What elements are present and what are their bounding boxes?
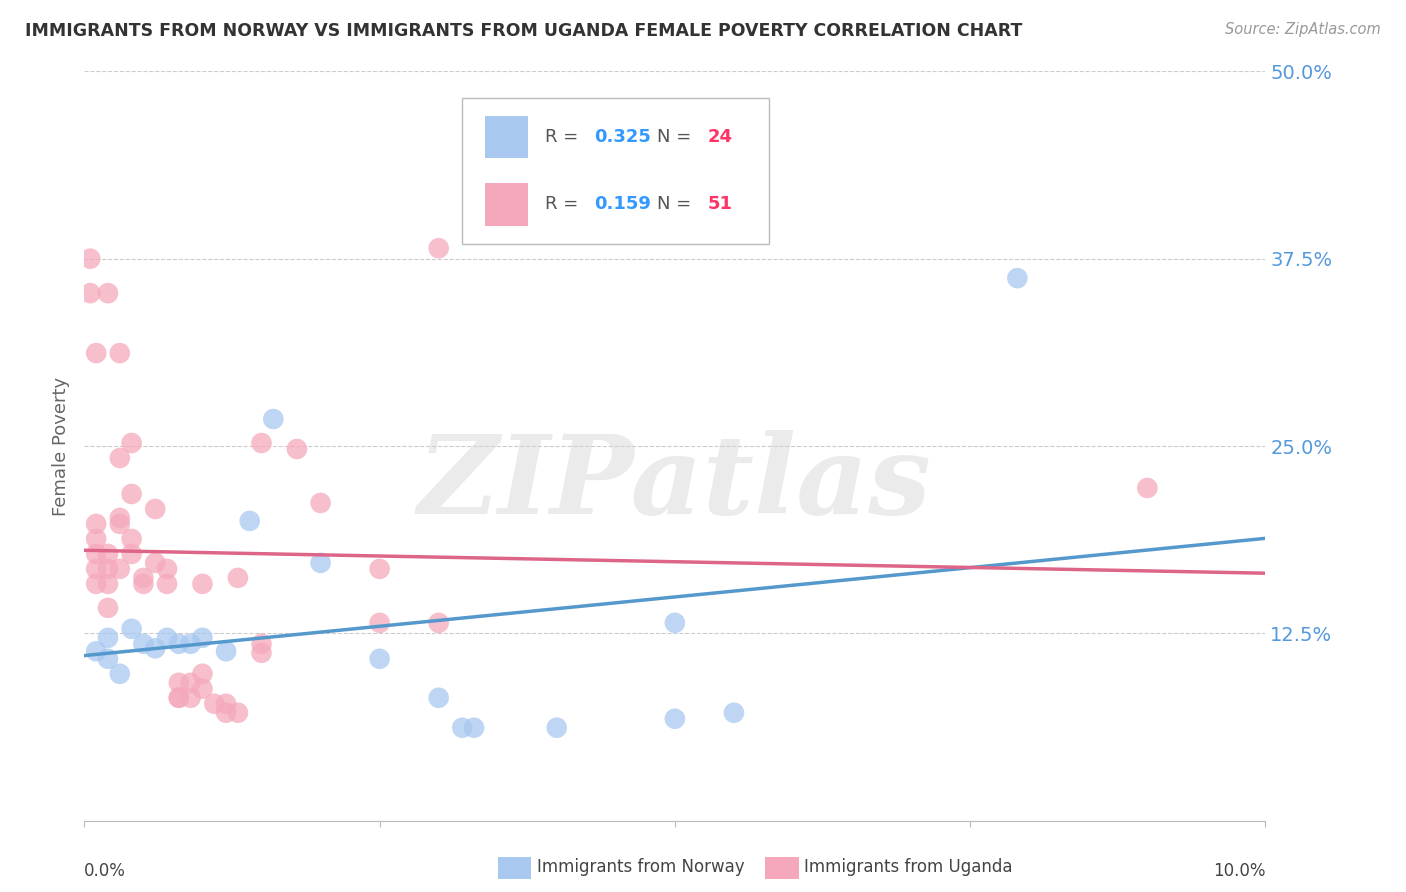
Point	[250, 436, 273, 450]
Point	[108, 562, 131, 576]
Text: 10.0%: 10.0%	[1213, 862, 1265, 880]
Point	[285, 442, 308, 456]
Point	[309, 556, 332, 570]
Y-axis label: Female Poverty: Female Poverty	[52, 376, 70, 516]
Point	[368, 562, 391, 576]
Point	[143, 641, 166, 656]
Point	[121, 622, 143, 636]
Point	[84, 562, 107, 576]
Point	[97, 600, 120, 615]
Point	[97, 577, 120, 591]
Point	[202, 697, 225, 711]
Point	[664, 712, 686, 726]
Point	[121, 436, 143, 450]
Text: Immigrants from Uganda: Immigrants from Uganda	[804, 858, 1012, 876]
Point	[84, 644, 107, 658]
Point	[156, 562, 179, 576]
Point	[108, 346, 131, 360]
Point	[156, 631, 179, 645]
Point	[250, 637, 273, 651]
Point	[215, 644, 238, 658]
Text: N =: N =	[657, 128, 697, 146]
Point	[97, 547, 120, 561]
Point	[215, 697, 238, 711]
Text: N =: N =	[657, 195, 697, 213]
Point	[215, 706, 238, 720]
Point	[368, 615, 391, 630]
Point	[180, 675, 202, 690]
Point	[84, 577, 107, 591]
Point	[108, 666, 131, 681]
Point	[368, 652, 391, 666]
Point	[167, 675, 190, 690]
Point	[156, 577, 179, 591]
Text: 0.0%: 0.0%	[84, 862, 127, 880]
Text: 51: 51	[709, 195, 733, 213]
Point	[191, 631, 214, 645]
Point	[250, 646, 273, 660]
Point	[79, 286, 101, 301]
Point	[451, 721, 474, 735]
Point	[239, 514, 262, 528]
Point	[1136, 481, 1159, 495]
Text: Immigrants from Norway: Immigrants from Norway	[537, 858, 745, 876]
Point	[97, 286, 120, 301]
Text: 0.159: 0.159	[595, 195, 651, 213]
Point	[191, 681, 214, 696]
Text: Source: ZipAtlas.com: Source: ZipAtlas.com	[1225, 22, 1381, 37]
Point	[143, 556, 166, 570]
Point	[167, 690, 190, 705]
Text: ZIPatlas: ZIPatlas	[418, 430, 932, 537]
Text: 24: 24	[709, 128, 733, 146]
Point	[143, 502, 166, 516]
Point	[132, 577, 155, 591]
Point	[167, 637, 190, 651]
Text: R =: R =	[546, 128, 583, 146]
Point	[723, 706, 745, 720]
Point	[191, 666, 214, 681]
Point	[108, 511, 131, 525]
Point	[84, 547, 107, 561]
Point	[167, 690, 190, 705]
Point	[664, 615, 686, 630]
Point	[1007, 271, 1029, 285]
Point	[546, 721, 568, 735]
Point	[121, 532, 143, 546]
Text: 0.325: 0.325	[595, 128, 651, 146]
Point	[132, 637, 155, 651]
Point	[309, 496, 332, 510]
Point	[108, 516, 131, 531]
Point	[84, 516, 107, 531]
Point	[427, 615, 450, 630]
Point	[180, 637, 202, 651]
FancyBboxPatch shape	[463, 97, 769, 244]
Point	[97, 562, 120, 576]
Point	[108, 450, 131, 465]
Point	[121, 487, 143, 501]
Text: R =: R =	[546, 195, 583, 213]
Point	[427, 241, 450, 255]
Point	[180, 690, 202, 705]
Point	[262, 412, 284, 426]
Point	[226, 571, 249, 585]
Point	[84, 532, 107, 546]
FancyBboxPatch shape	[485, 183, 529, 226]
Point	[97, 631, 120, 645]
Point	[79, 252, 101, 266]
Point	[427, 690, 450, 705]
Point	[226, 706, 249, 720]
Point	[463, 721, 485, 735]
Point	[121, 547, 143, 561]
Point	[132, 571, 155, 585]
Point	[97, 652, 120, 666]
Text: IMMIGRANTS FROM NORWAY VS IMMIGRANTS FROM UGANDA FEMALE POVERTY CORRELATION CHAR: IMMIGRANTS FROM NORWAY VS IMMIGRANTS FRO…	[25, 22, 1022, 40]
Point	[84, 346, 107, 360]
FancyBboxPatch shape	[485, 116, 529, 158]
Point	[191, 577, 214, 591]
